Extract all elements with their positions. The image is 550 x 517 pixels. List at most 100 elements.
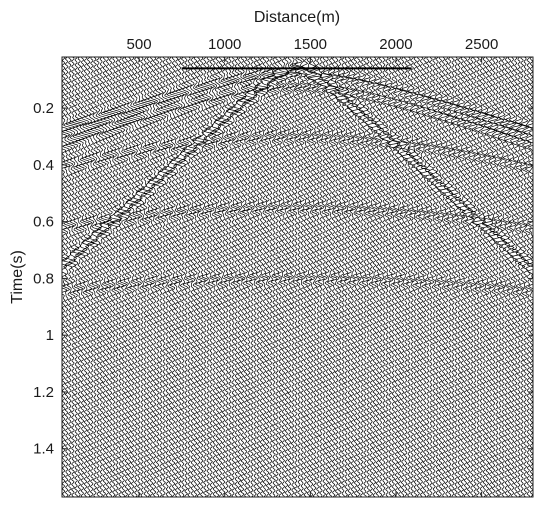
wiggle-trace <box>457 57 468 497</box>
wiggle-trace <box>479 57 490 497</box>
wiggle-trace <box>146 57 156 497</box>
wiggle-trace <box>228 57 239 497</box>
wiggle-trace <box>403 57 416 497</box>
wiggle-trace <box>115 57 126 497</box>
wiggle-trace <box>305 57 318 497</box>
y-tick-label: 0.2 <box>33 100 54 117</box>
wiggle-trace <box>212 57 222 497</box>
wiggle-trace <box>513 57 525 497</box>
wiggle-trace <box>357 57 367 497</box>
wiggle-trace <box>386 57 401 497</box>
wiggle-trace <box>120 57 132 497</box>
wiggle-trace <box>270 57 285 497</box>
wiggle-trace <box>191 57 207 497</box>
wiggle-trace <box>401 57 413 497</box>
wiggle-trace <box>504 57 516 497</box>
wiggle-trace <box>469 57 482 497</box>
wiggle-trace <box>250 57 260 497</box>
wiggle-trace <box>178 57 188 497</box>
wiggle-trace <box>463 57 475 497</box>
wiggle-trace <box>306 57 323 497</box>
wiggle-trace <box>253 57 264 497</box>
wiggle-trace <box>523 57 533 497</box>
y-tick-label: 0.4 <box>33 157 54 174</box>
wiggle-trace <box>385 57 396 497</box>
wiggle-trace <box>495 57 506 497</box>
plot-area <box>62 57 533 497</box>
wiggle-trace <box>253 57 269 497</box>
wiggle-trace <box>289 57 302 497</box>
wiggle-trace <box>507 57 520 497</box>
wiggle-trace <box>241 57 252 497</box>
wiggle-trace <box>266 57 276 497</box>
wiggle-trace <box>498 57 509 497</box>
wiggle-trace <box>95 57 108 497</box>
wiggle-trace <box>134 57 145 497</box>
wiggle-trace <box>90 57 100 497</box>
wiggle-trace <box>269 57 279 497</box>
wiggle-trace <box>312 57 323 497</box>
wiggle-trace <box>106 57 122 497</box>
wiggle-trace <box>237 57 247 497</box>
wiggle-trace <box>163 57 173 497</box>
wiggle-trace <box>360 57 370 497</box>
wiggle-trace <box>491 57 503 497</box>
wiggle-trace <box>130 57 142 497</box>
wiggle-trace <box>332 57 341 497</box>
y-tick-label: 1 <box>46 327 54 344</box>
wiggle-trace <box>152 57 164 497</box>
wiggle-trace <box>391 57 402 497</box>
wiggle-trace <box>182 57 196 497</box>
wiggle-trace <box>316 57 327 497</box>
wiggle-trace <box>350 57 363 497</box>
wiggle-trace <box>168 57 180 497</box>
wiggle-trace <box>71 57 82 497</box>
wiggle-trace <box>346 57 359 497</box>
wiggle-trace <box>243 57 255 497</box>
wiggle-trace <box>450 57 462 497</box>
y-axis-ticks: 0.2 0.4 0.6 0.8 1 1.2 1.4 <box>33 100 533 458</box>
wiggle-trace <box>344 57 355 497</box>
wiggle-trace <box>322 57 333 497</box>
wiggle-trace <box>200 57 210 497</box>
wiggle-trace <box>261 57 275 497</box>
wiggle-trace <box>174 57 187 497</box>
wiggle-trace <box>410 57 420 497</box>
x-tick-label: 1000 <box>208 36 241 53</box>
x-axis-ticks: 500 1000 1500 2000 2500 <box>127 36 498 497</box>
wiggle-trace <box>246 57 258 497</box>
wiggle-trace <box>327 57 341 497</box>
wiggle-trace <box>93 57 104 497</box>
wiggle-trace <box>190 57 201 497</box>
wiggle-trace <box>282 57 291 497</box>
wiggle-trace <box>74 57 86 497</box>
wiggle-trace <box>413 57 424 497</box>
wiggle-trace <box>395 57 404 497</box>
wiggle-trace <box>115 57 131 497</box>
wiggle-trace <box>438 57 450 497</box>
wiggle-trace <box>376 57 386 497</box>
wiggle-trace <box>225 57 236 497</box>
wiggle-trace <box>156 57 166 497</box>
wiggle-trace <box>99 57 111 497</box>
wiggle-trace <box>429 57 440 497</box>
wiggle-trace <box>214 57 226 497</box>
wiggle-trace <box>127 57 139 497</box>
y-tick-label: 0.8 <box>33 270 54 287</box>
wiggle-trace <box>460 57 471 497</box>
wiggle-traces <box>62 57 533 497</box>
wiggle-trace <box>341 57 351 497</box>
wiggle-trace <box>273 57 288 497</box>
wiggle-trace <box>516 57 528 497</box>
wiggle-trace <box>444 57 455 497</box>
wiggle-trace <box>336 57 349 497</box>
wiggle-trace <box>378 57 390 497</box>
wiggle-trace <box>64 57 77 497</box>
x-tick-label: 500 <box>127 36 152 53</box>
wiggle-trace <box>278 57 290 497</box>
wiggle-trace <box>301 57 310 497</box>
x-tick-label: 2000 <box>379 36 412 53</box>
wiggle-trace <box>369 57 381 497</box>
wiggle-trace <box>218 57 230 497</box>
